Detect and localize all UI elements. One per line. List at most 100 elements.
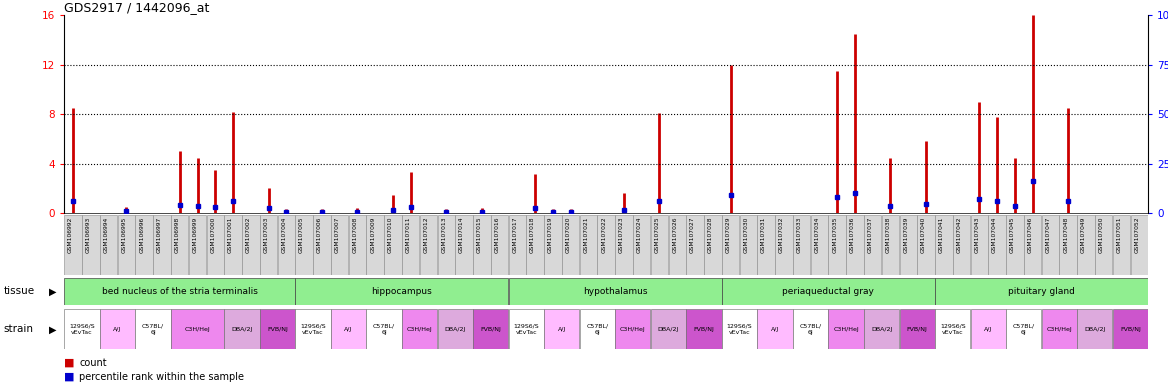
Bar (722, 309, 757, 349)
Bar (259, 309, 296, 349)
Text: percentile rank within the sample: percentile rank within the sample (79, 372, 244, 382)
Bar (296, 278, 508, 305)
Bar (527, 215, 544, 275)
Bar (917, 215, 934, 275)
Text: DBA/2J: DBA/2J (658, 327, 679, 332)
Bar (64, 278, 296, 305)
Bar (953, 215, 971, 275)
Text: GSM107001: GSM107001 (228, 217, 234, 253)
Text: GSM106994: GSM106994 (104, 217, 109, 253)
Bar (1006, 215, 1023, 275)
Text: GSM106993: GSM106993 (86, 217, 91, 253)
Text: GSM107041: GSM107041 (939, 217, 944, 253)
Bar (971, 309, 1006, 349)
Bar (153, 215, 171, 275)
Bar (936, 278, 1148, 305)
Bar (687, 215, 704, 275)
Text: GSM107019: GSM107019 (548, 217, 552, 253)
Text: C57BL/
6J: C57BL/ 6J (586, 324, 609, 335)
Text: C3H/HeJ: C3H/HeJ (833, 327, 858, 332)
Text: GSM107009: GSM107009 (370, 217, 375, 253)
Bar (739, 215, 757, 275)
Bar (189, 215, 207, 275)
Text: GSM107036: GSM107036 (850, 217, 855, 253)
Text: FVB/NJ: FVB/NJ (906, 327, 927, 332)
Bar (491, 215, 508, 275)
Text: GSM107043: GSM107043 (974, 217, 979, 253)
Text: C3H/HeJ: C3H/HeJ (185, 327, 210, 332)
Text: GSM107005: GSM107005 (299, 217, 304, 253)
Bar (793, 309, 828, 349)
Text: GSM107022: GSM107022 (602, 217, 606, 253)
Text: GSM106992: GSM106992 (68, 217, 74, 253)
Bar (971, 215, 988, 275)
Text: GSM107000: GSM107000 (210, 217, 215, 253)
Text: GSM107052: GSM107052 (1134, 217, 1139, 253)
Text: A/J: A/J (771, 327, 779, 332)
Text: GSM107018: GSM107018 (530, 217, 535, 253)
Bar (899, 309, 934, 349)
Text: GSM107007: GSM107007 (335, 217, 340, 253)
Text: DBA/2J: DBA/2J (1084, 327, 1106, 332)
Bar (508, 215, 526, 275)
Bar (171, 309, 224, 349)
Bar (899, 215, 917, 275)
Bar (384, 215, 402, 275)
Bar (82, 215, 99, 275)
Text: GSM107046: GSM107046 (1028, 217, 1033, 253)
Bar (224, 309, 259, 349)
Text: ■: ■ (64, 372, 75, 382)
Bar (1096, 215, 1112, 275)
Bar (1042, 215, 1059, 275)
Bar (171, 215, 188, 275)
Text: GSM107012: GSM107012 (424, 217, 429, 253)
Bar (64, 215, 82, 275)
Text: hypothalamus: hypothalamus (583, 287, 647, 296)
Bar (847, 215, 863, 275)
Bar (633, 215, 651, 275)
Bar (1024, 215, 1042, 275)
Text: GSM107029: GSM107029 (725, 217, 730, 253)
Bar (668, 215, 686, 275)
Text: GSM107035: GSM107035 (832, 217, 837, 253)
Bar (757, 215, 774, 275)
Text: GSM107049: GSM107049 (1080, 217, 1086, 253)
Bar (438, 309, 473, 349)
Bar (64, 309, 99, 349)
Text: FVB/NJ: FVB/NJ (480, 327, 501, 332)
Text: bed nucleus of the stria terminalis: bed nucleus of the stria terminalis (102, 287, 258, 296)
Text: GSM107021: GSM107021 (584, 217, 589, 253)
Bar (1059, 215, 1077, 275)
Text: GSM107017: GSM107017 (513, 217, 517, 253)
Bar (508, 309, 544, 349)
Bar (313, 215, 331, 275)
Text: GSM107011: GSM107011 (405, 217, 411, 253)
Bar (882, 215, 899, 275)
Text: GSM107038: GSM107038 (885, 217, 890, 253)
Bar (722, 215, 739, 275)
Bar (367, 309, 402, 349)
Text: ▶: ▶ (49, 324, 56, 334)
Bar (419, 215, 437, 275)
Text: GSM107034: GSM107034 (814, 217, 820, 253)
Bar (1113, 215, 1131, 275)
Bar (828, 309, 863, 349)
Bar (1077, 215, 1094, 275)
Bar (811, 215, 828, 275)
Text: GSM107002: GSM107002 (245, 217, 251, 253)
Bar (100, 309, 135, 349)
Text: GSM107014: GSM107014 (459, 217, 464, 253)
Bar (651, 309, 686, 349)
Bar (331, 309, 366, 349)
Text: GSM107025: GSM107025 (654, 217, 660, 253)
Text: FVB/NJ: FVB/NJ (694, 327, 715, 332)
Bar (296, 215, 313, 275)
Text: GSM107042: GSM107042 (957, 217, 961, 253)
Text: C57BL/
6J: C57BL/ 6J (799, 324, 821, 335)
Text: 129S6/S
vEvTac: 129S6/S vEvTac (940, 324, 966, 335)
Bar (135, 309, 171, 349)
Text: GSM107010: GSM107010 (388, 217, 392, 253)
Bar (135, 215, 153, 275)
Bar (473, 309, 508, 349)
Bar (598, 215, 614, 275)
